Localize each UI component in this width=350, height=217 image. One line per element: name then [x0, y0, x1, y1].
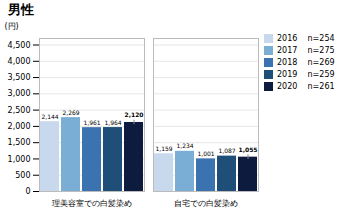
- html-text:2017 n=275: 2017 n=275: [277, 46, 335, 55]
- svg-text:自宅での白髪染め: 自宅での白髪染め: [174, 199, 238, 208]
- svg-text:0: 0: [25, 187, 30, 196]
- svg-text:1,001: 1,001: [197, 150, 214, 157]
- svg-text:理美容室での白髪染め: 理美容室での白髪染め: [52, 199, 132, 208]
- svg-text:1,087: 1,087: [218, 147, 235, 154]
- html-text:2016 n=254: 2016 n=254: [277, 34, 335, 43]
- svg-text:1,500: 1,500: [8, 138, 31, 147]
- svg-text:1,234: 1,234: [176, 142, 193, 149]
- svg-text:4,000: 4,000: [8, 57, 31, 66]
- html-text:2018 n=269: 2018 n=269: [277, 58, 335, 67]
- svg-text:1,000: 1,000: [8, 155, 31, 164]
- svg-text:500: 500: [15, 171, 30, 180]
- svg-text:2,120: 2,120: [125, 111, 144, 118]
- html-text:2020 n=261: 2020 n=261: [277, 82, 335, 91]
- html-text:男性: 男性: [8, 2, 34, 17]
- svg-text:1,964: 1,964: [104, 119, 121, 126]
- svg-text:1,159: 1,159: [155, 145, 172, 152]
- svg-text:2,000: 2,000: [8, 122, 31, 131]
- svg-text:2,269: 2,269: [62, 109, 79, 116]
- html-text:2019 n=259: 2019 n=259: [277, 70, 335, 79]
- svg-text:4,500: 4,500: [8, 41, 31, 50]
- svg-text:1,961: 1,961: [83, 119, 100, 126]
- svg-text:2,144: 2,144: [41, 113, 58, 120]
- svg-text:1,055: 1,055: [239, 146, 258, 153]
- svg-text:3,500: 3,500: [8, 73, 31, 82]
- svg-text:2,500: 2,500: [8, 106, 31, 115]
- svg-text:3,000: 3,000: [8, 89, 31, 98]
- svg-text:(円): (円): [5, 22, 19, 31]
